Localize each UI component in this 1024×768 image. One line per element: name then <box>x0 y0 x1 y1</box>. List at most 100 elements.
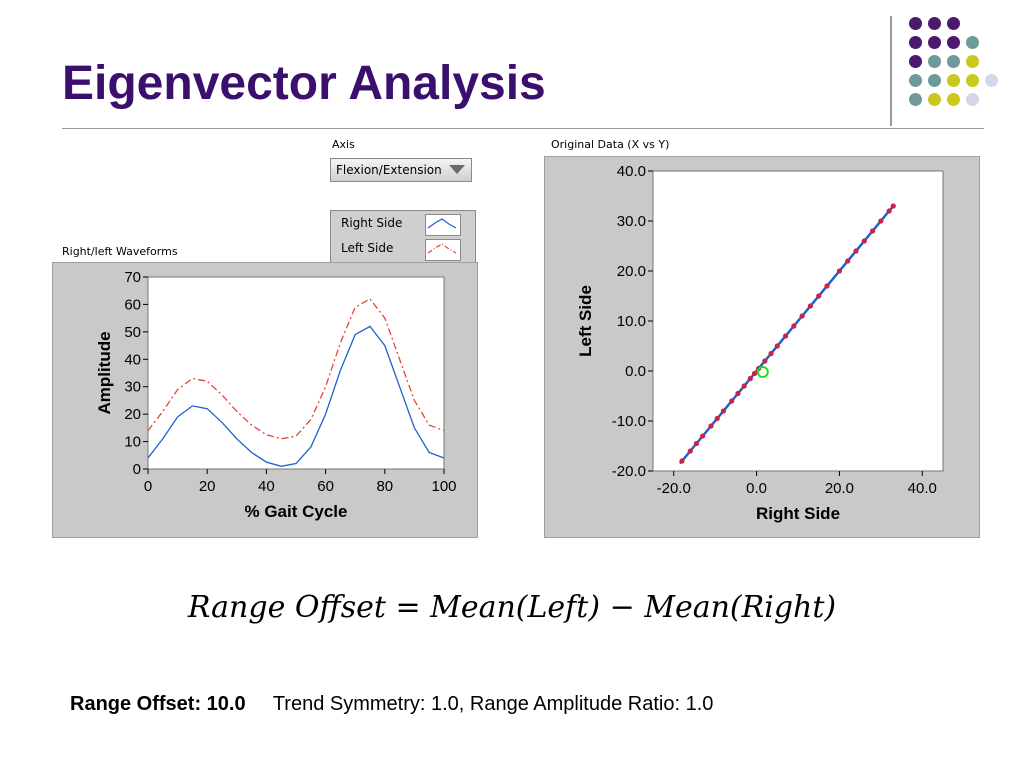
y-tick-label: 50 <box>124 324 141 341</box>
x-tick-label: 60 <box>317 478 334 495</box>
y-tick-label: 30 <box>124 379 141 396</box>
x-tick-label: 100 <box>431 478 456 495</box>
x-tick-label: 20 <box>199 478 216 495</box>
x-tick-label: 40.0 <box>908 480 937 497</box>
legend-right-label: Right Side <box>341 216 403 230</box>
results-line: Range Offset: 10.0 Trend Symmetry: 1.0, … <box>70 693 713 716</box>
y-tick-label: 10 <box>124 434 141 451</box>
scatter-panel: Original Data (X vs Y) -20.0 -10.0 0.0 10.0… <box>540 132 984 540</box>
data-point <box>845 258 851 264</box>
decorative-dot <box>928 93 941 106</box>
y-axis-label: Amplitude <box>95 331 114 414</box>
symmetry-metrics: Trend Symmetry: 1.0, Range Amplitude Rat… <box>272 693 714 715</box>
data-point <box>869 228 876 234</box>
x-tick-label: 80 <box>376 478 393 495</box>
y-tick-label: 40 <box>124 351 141 368</box>
data-point <box>799 313 805 319</box>
data-point <box>708 423 714 429</box>
decorative-dot <box>928 74 941 87</box>
data-point <box>886 208 892 214</box>
decorative-dot <box>928 36 941 49</box>
range-offset-value: Range Offset: 10.0 <box>70 693 246 715</box>
scatter-chart: -20.0 -10.0 0.0 10.0 20.0 30.0 40.0 -20.0 0.0 20.… <box>576 163 944 523</box>
waveform-chart-frame: 0 10 20 30 40 50 60 70 0 20 40 60 80 100 % Gait Cycle A… <box>52 262 478 538</box>
x-axis-label: % Gait Cycle <box>245 502 348 521</box>
axis-dropdown-value: Flexion/Extension <box>336 163 442 177</box>
axis-dropdown[interactable]: Flexion/Extension <box>330 158 472 182</box>
y-tick-label: 70 <box>124 269 141 286</box>
data-point <box>747 375 753 382</box>
divider-horizontal <box>62 128 984 129</box>
y-tick-label: 0.0 <box>625 363 646 380</box>
range-offset-formula: Range Offset = Mean(Left) − Mean(Right) <box>187 590 837 625</box>
decorative-dot-grid <box>905 14 1015 126</box>
scatter-chart-frame: -20.0 -10.0 0.0 10.0 20.0 30.0 40.0 -20.0 0.0 20.… <box>544 156 980 538</box>
decorative-dot <box>947 36 960 49</box>
scatter-chart-title: Original Data (X vs Y) <box>551 138 670 151</box>
data-point <box>714 415 720 422</box>
waveform-chart-title: Right/left Waveforms <box>62 245 178 258</box>
decorative-dot <box>928 55 941 68</box>
data-point <box>853 248 859 254</box>
y-tick-label: 40.0 <box>617 163 646 180</box>
data-point <box>741 383 747 389</box>
decorative-dot <box>966 74 979 87</box>
decorative-dot <box>909 74 922 87</box>
data-point <box>679 458 685 464</box>
data-point <box>693 440 700 447</box>
data-point <box>729 398 735 404</box>
data-point <box>700 433 706 439</box>
decorative-dot <box>947 55 960 68</box>
decorative-dot <box>909 36 922 49</box>
x-tick-label: 0.0 <box>746 480 767 497</box>
decorative-dot <box>947 17 960 30</box>
y-tick-label: 20.0 <box>617 263 646 280</box>
data-point <box>782 333 789 339</box>
decorative-dot <box>947 74 960 87</box>
x-axis-label: Right Side <box>756 504 840 523</box>
decorative-dot <box>985 74 998 87</box>
y-tick-label: -10.0 <box>612 413 646 430</box>
data-point <box>878 218 884 224</box>
x-tick-label: 20.0 <box>825 480 854 497</box>
data-point <box>768 350 774 357</box>
y-tick-label: 60 <box>124 296 141 313</box>
decorative-dot <box>966 93 979 106</box>
data-point <box>687 448 693 454</box>
y-axis-label: Left Side <box>576 285 595 357</box>
waveform-chart: 0 10 20 30 40 50 60 70 0 20 40 60 80 100 % Gait Cycle A… <box>95 269 457 521</box>
data-point <box>861 238 867 244</box>
left-side-series-line <box>147 298 445 440</box>
mean-marker <box>756 366 769 378</box>
data-point <box>720 408 727 414</box>
y-tick-label: 10.0 <box>617 313 646 330</box>
decorative-dot <box>909 55 922 68</box>
axis-label: Axis <box>332 138 355 151</box>
y-tick-label: 20 <box>124 406 141 423</box>
slide-title: Eigenvector Analysis <box>62 57 546 110</box>
data-point <box>774 343 780 349</box>
y-tick-label: 30.0 <box>617 213 646 230</box>
data-point <box>807 303 814 309</box>
waveform-legend: Right Side Left Side <box>330 210 476 264</box>
decorative-dot <box>909 93 922 106</box>
data-point <box>836 268 843 274</box>
x-tick-label: 40 <box>258 478 275 495</box>
data-point <box>791 323 797 329</box>
decorative-dot <box>966 55 979 68</box>
waveform-panel: Axis Flexion/Extension Right Side Left S… <box>46 132 482 540</box>
x-tick-label: -20.0 <box>657 480 691 497</box>
y-tick-label: 0 <box>133 461 141 478</box>
x-tick-label: 0 <box>144 478 152 495</box>
decorative-dot <box>928 17 941 30</box>
data-point <box>735 390 741 397</box>
legend-right-sample <box>425 214 461 236</box>
legend-left-sample <box>425 239 461 261</box>
chevron-down-icon <box>449 165 465 174</box>
data-point <box>762 358 768 364</box>
data-point <box>751 370 758 377</box>
waveform-plot-area <box>147 276 445 470</box>
legend-left-label: Left Side <box>341 241 394 255</box>
decorative-dot <box>966 36 979 49</box>
data-point <box>890 203 896 209</box>
